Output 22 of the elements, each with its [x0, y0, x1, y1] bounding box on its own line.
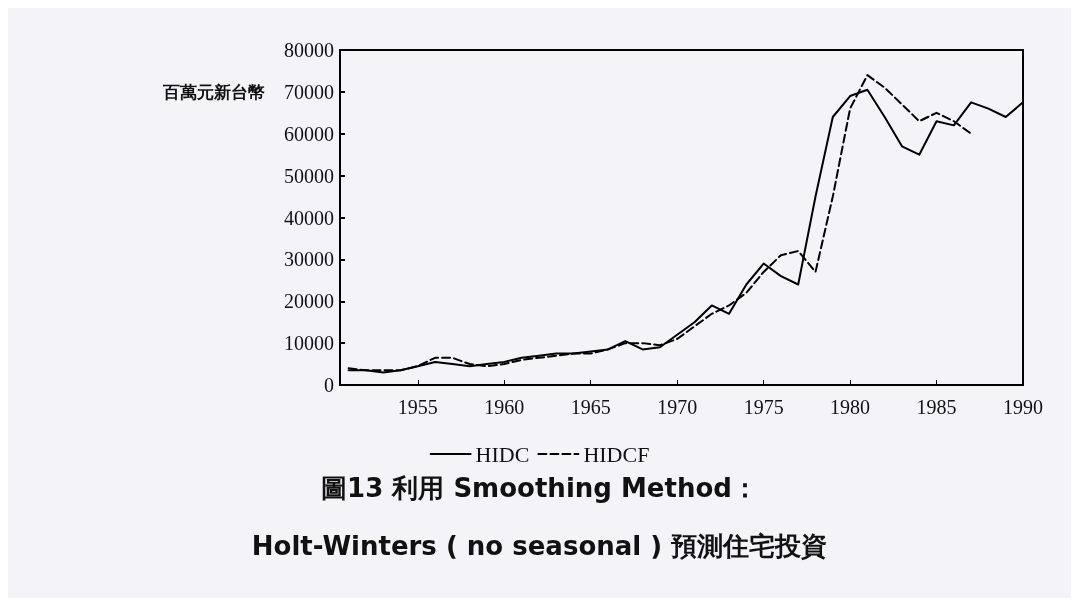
y-tick-label: 10000: [284, 332, 334, 355]
y-tick-label: 30000: [284, 248, 334, 271]
y-tick-label: 70000: [284, 80, 334, 103]
text: 圖13 利用 Smoothing Method：: [321, 473, 758, 503]
y-tick-label: 60000: [284, 122, 334, 145]
x-tick-label: 1960: [484, 396, 525, 418]
y-tick-label: 0: [324, 374, 334, 396]
x-tick-label: 1975: [743, 396, 784, 418]
y-tick-label: 40000: [284, 206, 334, 229]
x-tick-label: 1985: [916, 396, 957, 418]
y-tick-label: 80000: [284, 39, 334, 61]
legend-label: HIDC: [475, 441, 530, 467]
x-tick-label: 1965: [570, 396, 611, 418]
x-tick-label: 1980: [830, 396, 871, 418]
y-tick-label: 50000: [284, 164, 334, 187]
x-tick-label: 1955: [397, 396, 438, 418]
y-tick-label: 20000: [284, 290, 334, 313]
y-axis-title: 百萬元新台幣: [162, 81, 265, 102]
x-tick-label: 1990: [1003, 396, 1043, 418]
legend-label: HIDCF: [583, 441, 650, 467]
x-tick-label: 1970: [657, 396, 698, 418]
text: Holt-Winters ( no seasonal ) 預測住宅投資: [251, 531, 828, 561]
